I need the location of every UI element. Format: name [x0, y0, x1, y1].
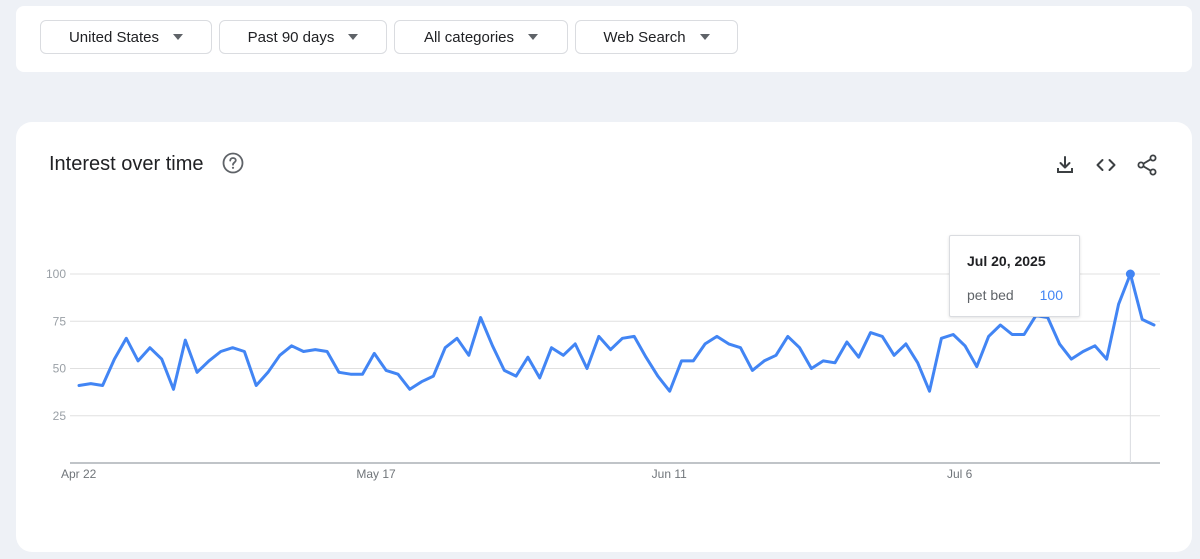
chevron-down-icon — [699, 34, 710, 40]
x-tick-label: Jul 6 — [947, 467, 973, 481]
download-icon[interactable] — [1053, 153, 1077, 177]
highlight-point[interactable] — [1125, 269, 1135, 279]
time-range-dropdown[interactable]: Past 90 days — [219, 20, 387, 54]
y-tick-label: 75 — [53, 314, 67, 328]
time-range-dropdown-label: Past 90 days — [247, 28, 335, 46]
chevron-down-icon — [528, 34, 539, 40]
category-dropdown[interactable]: All categories — [394, 20, 568, 54]
search-type-dropdown-label: Web Search — [603, 28, 686, 46]
interest-over-time-card: Interest over time — [16, 122, 1192, 552]
chevron-down-icon — [173, 34, 184, 40]
tooltip-term: pet bed — [967, 287, 1014, 303]
region-dropdown-label: United States — [68, 28, 160, 46]
y-tick-label: 50 — [53, 362, 67, 376]
search-type-dropdown[interactable]: Web Search — [575, 20, 738, 54]
x-tick-label: Jun 11 — [652, 467, 687, 481]
chevron-down-icon — [348, 34, 359, 40]
region-dropdown[interactable]: United States — [40, 20, 212, 54]
series-line-pet-bed — [77, 272, 1156, 393]
help-icon[interactable] — [222, 152, 244, 174]
y-tick-label: 25 — [53, 409, 67, 423]
embed-code-icon[interactable] — [1094, 153, 1118, 177]
chart-tooltip: Jul 20, 2025 pet bed 100 — [949, 235, 1080, 317]
x-tick-label: Apr 22 — [61, 467, 97, 481]
share-icon[interactable] — [1135, 153, 1159, 177]
card-title: Interest over time — [49, 153, 204, 175]
category-dropdown-label: All categories — [423, 28, 515, 46]
tooltip-value: 100 — [1039, 287, 1063, 303]
y-tick-label: 100 — [46, 267, 66, 281]
filters-bar: United States Past 90 days All categorie… — [16, 6, 1192, 72]
x-tick-label: May 17 — [356, 467, 396, 481]
tooltip-date: Jul 20, 2025 — [967, 253, 1046, 269]
